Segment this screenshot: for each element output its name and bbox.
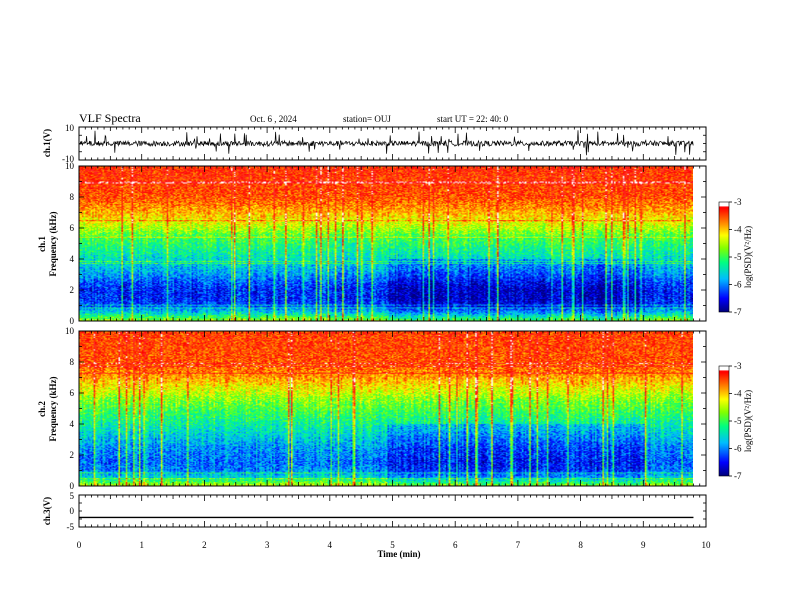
time-tick-label: 4 (328, 540, 333, 550)
colorbar-tick-label: -5 (734, 252, 742, 262)
freq-tick-label: 0 (70, 316, 75, 326)
ch3-ytick-bottom: -5 (67, 522, 75, 532)
freq-tick-label: 8 (70, 192, 75, 202)
colorbar-tick-label: -7 (734, 307, 742, 317)
ch2-spectrogram-image (79, 331, 693, 486)
ch2-colorbar-image (719, 366, 729, 476)
ch3-ytick-middle: 0 (70, 506, 75, 516)
ch3-ytick-top: 5 (70, 491, 75, 501)
freq-tick-label: 0 (70, 481, 75, 491)
ch1-spectrogram-ylabel-frequency: Frequency (kHz) (48, 211, 58, 276)
time-tick-label: 5 (390, 540, 395, 550)
time-tick-label: 1 (139, 540, 144, 550)
ch2-spectrogram-ylabel-channel: ch.2 (37, 401, 47, 417)
freq-tick-label: 8 (70, 357, 75, 367)
ch1-colorbar-label: log(PSD)(V²/Hz) (743, 226, 753, 288)
colorbar-tick-label: -7 (734, 471, 742, 481)
time-tick-label: 6 (453, 540, 458, 550)
ch1-ytick-bottom: -10 (62, 154, 74, 164)
time-tick-label: 0 (77, 540, 82, 550)
ch1-spectrogram-panel: 0 2 4 6 8 10 ch.1 Frequency (kHz) (37, 161, 707, 326)
time-tick-label: 9 (641, 540, 646, 550)
ch3-waveform-ylabel: ch.3(V) (42, 497, 52, 525)
start-time-label: start UT = 22: 40: 0 (437, 114, 509, 124)
colorbar-tick-label: -5 (734, 416, 742, 426)
station-label: station= OUJ (343, 114, 391, 124)
ch1-waveform-ylabel: ch.1(V) (42, 129, 52, 157)
ch1-spectrogram-ylabel-channel: ch.1 (37, 236, 47, 252)
colorbar-tick-label: -6 (734, 444, 742, 454)
freq-tick-label: 4 (70, 254, 75, 264)
ch2-colorbar: -3 -4 -5 -6 -7 log(PSD)(V²/Hz) (718, 361, 753, 481)
time-tick-label: 2 (202, 540, 207, 550)
time-axis-label: Time (min) (377, 549, 420, 559)
ch1-spectrogram-image (79, 166, 693, 321)
ch1-waveform-line (79, 130, 694, 156)
freq-tick-label: 4 (70, 419, 75, 429)
freq-tick-label: 6 (70, 388, 75, 398)
colorbar-tick-label: -6 (734, 280, 742, 290)
chart-title: VLF Spectra (79, 111, 141, 125)
ch1-colorbar-image (719, 202, 729, 312)
ch2-spectrogram-panel: 0 2 4 6 8 10 ch.2 Frequency (kHz) (37, 326, 707, 491)
ch1-colorbar: -3 -4 -5 -6 -7 log(PSD)(V²/Hz) (718, 197, 753, 317)
time-tick-label: 3 (265, 540, 270, 550)
time-tick-label: 7 (516, 540, 521, 550)
colorbar-tick-label: -3 (734, 197, 742, 207)
time-axis-labels: 0 1 2 3 4 5 6 7 8 9 10 (77, 540, 711, 550)
ch1-ytick-top: 10 (65, 123, 75, 133)
date-label: Oct. 6 , 2024 (250, 114, 297, 124)
ch2-spectrogram-ylabel-frequency: Frequency (kHz) (48, 376, 58, 441)
time-tick-label: 8 (578, 540, 583, 550)
time-tick-label: 10 (702, 540, 712, 550)
freq-tick-label: 10 (65, 326, 75, 336)
freq-tick-label: 6 (70, 223, 75, 233)
colorbar-tick-label: -4 (734, 225, 742, 235)
colorbar-tick-label: -3 (734, 361, 742, 371)
freq-tick-label: 2 (70, 285, 75, 295)
time-axis-ticks (78, 127, 707, 527)
freq-tick-label: 10 (65, 161, 75, 171)
ch2-colorbar-label: log(PSD)(V²/Hz) (743, 390, 753, 452)
freq-tick-label: 2 (70, 450, 75, 460)
colorbar-tick-label: -4 (734, 389, 742, 399)
